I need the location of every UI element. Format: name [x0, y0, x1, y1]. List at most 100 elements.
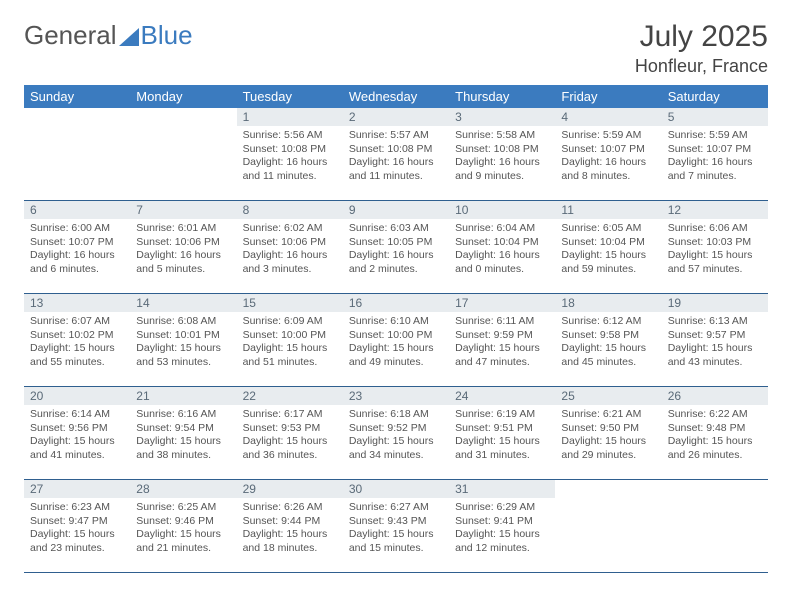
sunrise-text: Sunrise: 6:01 AM — [136, 222, 230, 236]
daylight-text: Daylight: 15 hours and 49 minutes. — [349, 342, 443, 369]
daylight-text: Daylight: 15 hours and 36 minutes. — [243, 435, 337, 462]
calendar-day-cell: 27Sunrise: 6:23 AMSunset: 9:47 PMDayligh… — [24, 480, 130, 573]
daylight-text: Daylight: 15 hours and 18 minutes. — [243, 528, 337, 555]
sunset-text: Sunset: 9:54 PM — [136, 422, 230, 436]
day-details: Sunrise: 5:57 AMSunset: 10:08 PMDaylight… — [343, 126, 449, 190]
sunset-text: Sunset: 9:46 PM — [136, 515, 230, 529]
calendar-day-cell: 23Sunrise: 6:18 AMSunset: 9:52 PMDayligh… — [343, 387, 449, 480]
sunset-text: Sunset: 10:06 PM — [136, 236, 230, 250]
calendar-day-cell: 15Sunrise: 6:09 AMSunset: 10:00 PMDaylig… — [237, 294, 343, 387]
day-number: 9 — [343, 201, 449, 219]
sunset-text: Sunset: 10:00 PM — [349, 329, 443, 343]
sunset-text: Sunset: 10:00 PM — [243, 329, 337, 343]
sunset-text: Sunset: 10:01 PM — [136, 329, 230, 343]
day-number: 4 — [555, 108, 661, 126]
day-number: 15 — [237, 294, 343, 312]
sunrise-text: Sunrise: 6:11 AM — [455, 315, 549, 329]
day-number: 19 — [662, 294, 768, 312]
sunset-text: Sunset: 10:04 PM — [561, 236, 655, 250]
sunrise-text: Sunrise: 6:08 AM — [136, 315, 230, 329]
day-number: 12 — [662, 201, 768, 219]
sunrise-text: Sunrise: 6:21 AM — [561, 408, 655, 422]
day-details: Sunrise: 6:14 AMSunset: 9:56 PMDaylight:… — [24, 405, 130, 469]
sunrise-text: Sunrise: 6:18 AM — [349, 408, 443, 422]
sunrise-text: Sunrise: 5:57 AM — [349, 129, 443, 143]
sunrise-text: Sunrise: 6:12 AM — [561, 315, 655, 329]
calendar-week-row: 1Sunrise: 5:56 AMSunset: 10:08 PMDayligh… — [24, 108, 768, 201]
daylight-text: Daylight: 15 hours and 34 minutes. — [349, 435, 443, 462]
sunrise-text: Sunrise: 5:59 AM — [668, 129, 762, 143]
day-details: Sunrise: 6:01 AMSunset: 10:06 PMDaylight… — [130, 219, 236, 283]
day-number: 24 — [449, 387, 555, 405]
day-number: 7 — [130, 201, 236, 219]
calendar-day-cell — [555, 480, 661, 573]
sunrise-text: Sunrise: 6:03 AM — [349, 222, 443, 236]
sunrise-text: Sunrise: 6:00 AM — [30, 222, 124, 236]
weekday-heading: Monday — [130, 85, 236, 108]
location-subtitle: Honfleur, France — [635, 56, 768, 77]
calendar-day-cell — [662, 480, 768, 573]
daylight-text: Daylight: 15 hours and 31 minutes. — [455, 435, 549, 462]
sunrise-text: Sunrise: 6:29 AM — [455, 501, 549, 515]
sunset-text: Sunset: 10:07 PM — [668, 143, 762, 157]
day-number: 5 — [662, 108, 768, 126]
sunset-text: Sunset: 9:56 PM — [30, 422, 124, 436]
sunset-text: Sunset: 9:52 PM — [349, 422, 443, 436]
calendar-week-row: 20Sunrise: 6:14 AMSunset: 9:56 PMDayligh… — [24, 387, 768, 480]
calendar-day-cell: 9Sunrise: 6:03 AMSunset: 10:05 PMDayligh… — [343, 201, 449, 294]
calendar-day-cell: 31Sunrise: 6:29 AMSunset: 9:41 PMDayligh… — [449, 480, 555, 573]
day-details: Sunrise: 6:06 AMSunset: 10:03 PMDaylight… — [662, 219, 768, 283]
day-details: Sunrise: 5:59 AMSunset: 10:07 PMDaylight… — [662, 126, 768, 190]
day-details: Sunrise: 6:19 AMSunset: 9:51 PMDaylight:… — [449, 405, 555, 469]
calendar-day-cell: 30Sunrise: 6:27 AMSunset: 9:43 PMDayligh… — [343, 480, 449, 573]
day-number: 21 — [130, 387, 236, 405]
day-details: Sunrise: 6:04 AMSunset: 10:04 PMDaylight… — [449, 219, 555, 283]
daylight-text: Daylight: 16 hours and 0 minutes. — [455, 249, 549, 276]
day-details: Sunrise: 6:17 AMSunset: 9:53 PMDaylight:… — [237, 405, 343, 469]
day-number: 8 — [237, 201, 343, 219]
calendar-day-cell: 16Sunrise: 6:10 AMSunset: 10:00 PMDaylig… — [343, 294, 449, 387]
daylight-text: Daylight: 15 hours and 15 minutes. — [349, 528, 443, 555]
daylight-text: Daylight: 16 hours and 8 minutes. — [561, 156, 655, 183]
day-number: 13 — [24, 294, 130, 312]
day-details: Sunrise: 6:07 AMSunset: 10:02 PMDaylight… — [24, 312, 130, 376]
day-details: Sunrise: 6:00 AMSunset: 10:07 PMDaylight… — [24, 219, 130, 283]
brand-logo: General Blue — [24, 20, 193, 51]
daylight-text: Daylight: 15 hours and 29 minutes. — [561, 435, 655, 462]
day-details: Sunrise: 5:56 AMSunset: 10:08 PMDaylight… — [237, 126, 343, 190]
sunset-text: Sunset: 10:08 PM — [349, 143, 443, 157]
calendar-day-cell: 5Sunrise: 5:59 AMSunset: 10:07 PMDayligh… — [662, 108, 768, 201]
day-number: 29 — [237, 480, 343, 498]
daylight-text: Daylight: 15 hours and 45 minutes. — [561, 342, 655, 369]
day-number: 22 — [237, 387, 343, 405]
sunrise-text: Sunrise: 6:26 AM — [243, 501, 337, 515]
sunset-text: Sunset: 10:02 PM — [30, 329, 124, 343]
calendar-day-cell: 2Sunrise: 5:57 AMSunset: 10:08 PMDayligh… — [343, 108, 449, 201]
day-number: 27 — [24, 480, 130, 498]
weekday-heading: Sunday — [24, 85, 130, 108]
daylight-text: Daylight: 16 hours and 9 minutes. — [455, 156, 549, 183]
calendar-day-cell: 14Sunrise: 6:08 AMSunset: 10:01 PMDaylig… — [130, 294, 236, 387]
weekday-heading: Thursday — [449, 85, 555, 108]
day-number: 25 — [555, 387, 661, 405]
calendar-day-cell: 6Sunrise: 6:00 AMSunset: 10:07 PMDayligh… — [24, 201, 130, 294]
calendar-day-cell: 22Sunrise: 6:17 AMSunset: 9:53 PMDayligh… — [237, 387, 343, 480]
sunrise-text: Sunrise: 6:09 AM — [243, 315, 337, 329]
sunset-text: Sunset: 9:43 PM — [349, 515, 443, 529]
calendar-day-cell — [24, 108, 130, 201]
calendar-day-cell: 19Sunrise: 6:13 AMSunset: 9:57 PMDayligh… — [662, 294, 768, 387]
calendar-week-row: 27Sunrise: 6:23 AMSunset: 9:47 PMDayligh… — [24, 480, 768, 573]
calendar-day-cell: 29Sunrise: 6:26 AMSunset: 9:44 PMDayligh… — [237, 480, 343, 573]
day-details: Sunrise: 6:25 AMSunset: 9:46 PMDaylight:… — [130, 498, 236, 562]
sunrise-text: Sunrise: 6:16 AM — [136, 408, 230, 422]
sunset-text: Sunset: 10:07 PM — [561, 143, 655, 157]
sunset-text: Sunset: 9:57 PM — [668, 329, 762, 343]
sunrise-text: Sunrise: 6:14 AM — [30, 408, 124, 422]
calendar-day-cell: 10Sunrise: 6:04 AMSunset: 10:04 PMDaylig… — [449, 201, 555, 294]
sunset-text: Sunset: 10:03 PM — [668, 236, 762, 250]
calendar-day-cell: 12Sunrise: 6:06 AMSunset: 10:03 PMDaylig… — [662, 201, 768, 294]
day-details: Sunrise: 6:08 AMSunset: 10:01 PMDaylight… — [130, 312, 236, 376]
day-details: Sunrise: 6:16 AMSunset: 9:54 PMDaylight:… — [130, 405, 236, 469]
day-details: Sunrise: 6:27 AMSunset: 9:43 PMDaylight:… — [343, 498, 449, 562]
calendar-day-cell: 25Sunrise: 6:21 AMSunset: 9:50 PMDayligh… — [555, 387, 661, 480]
